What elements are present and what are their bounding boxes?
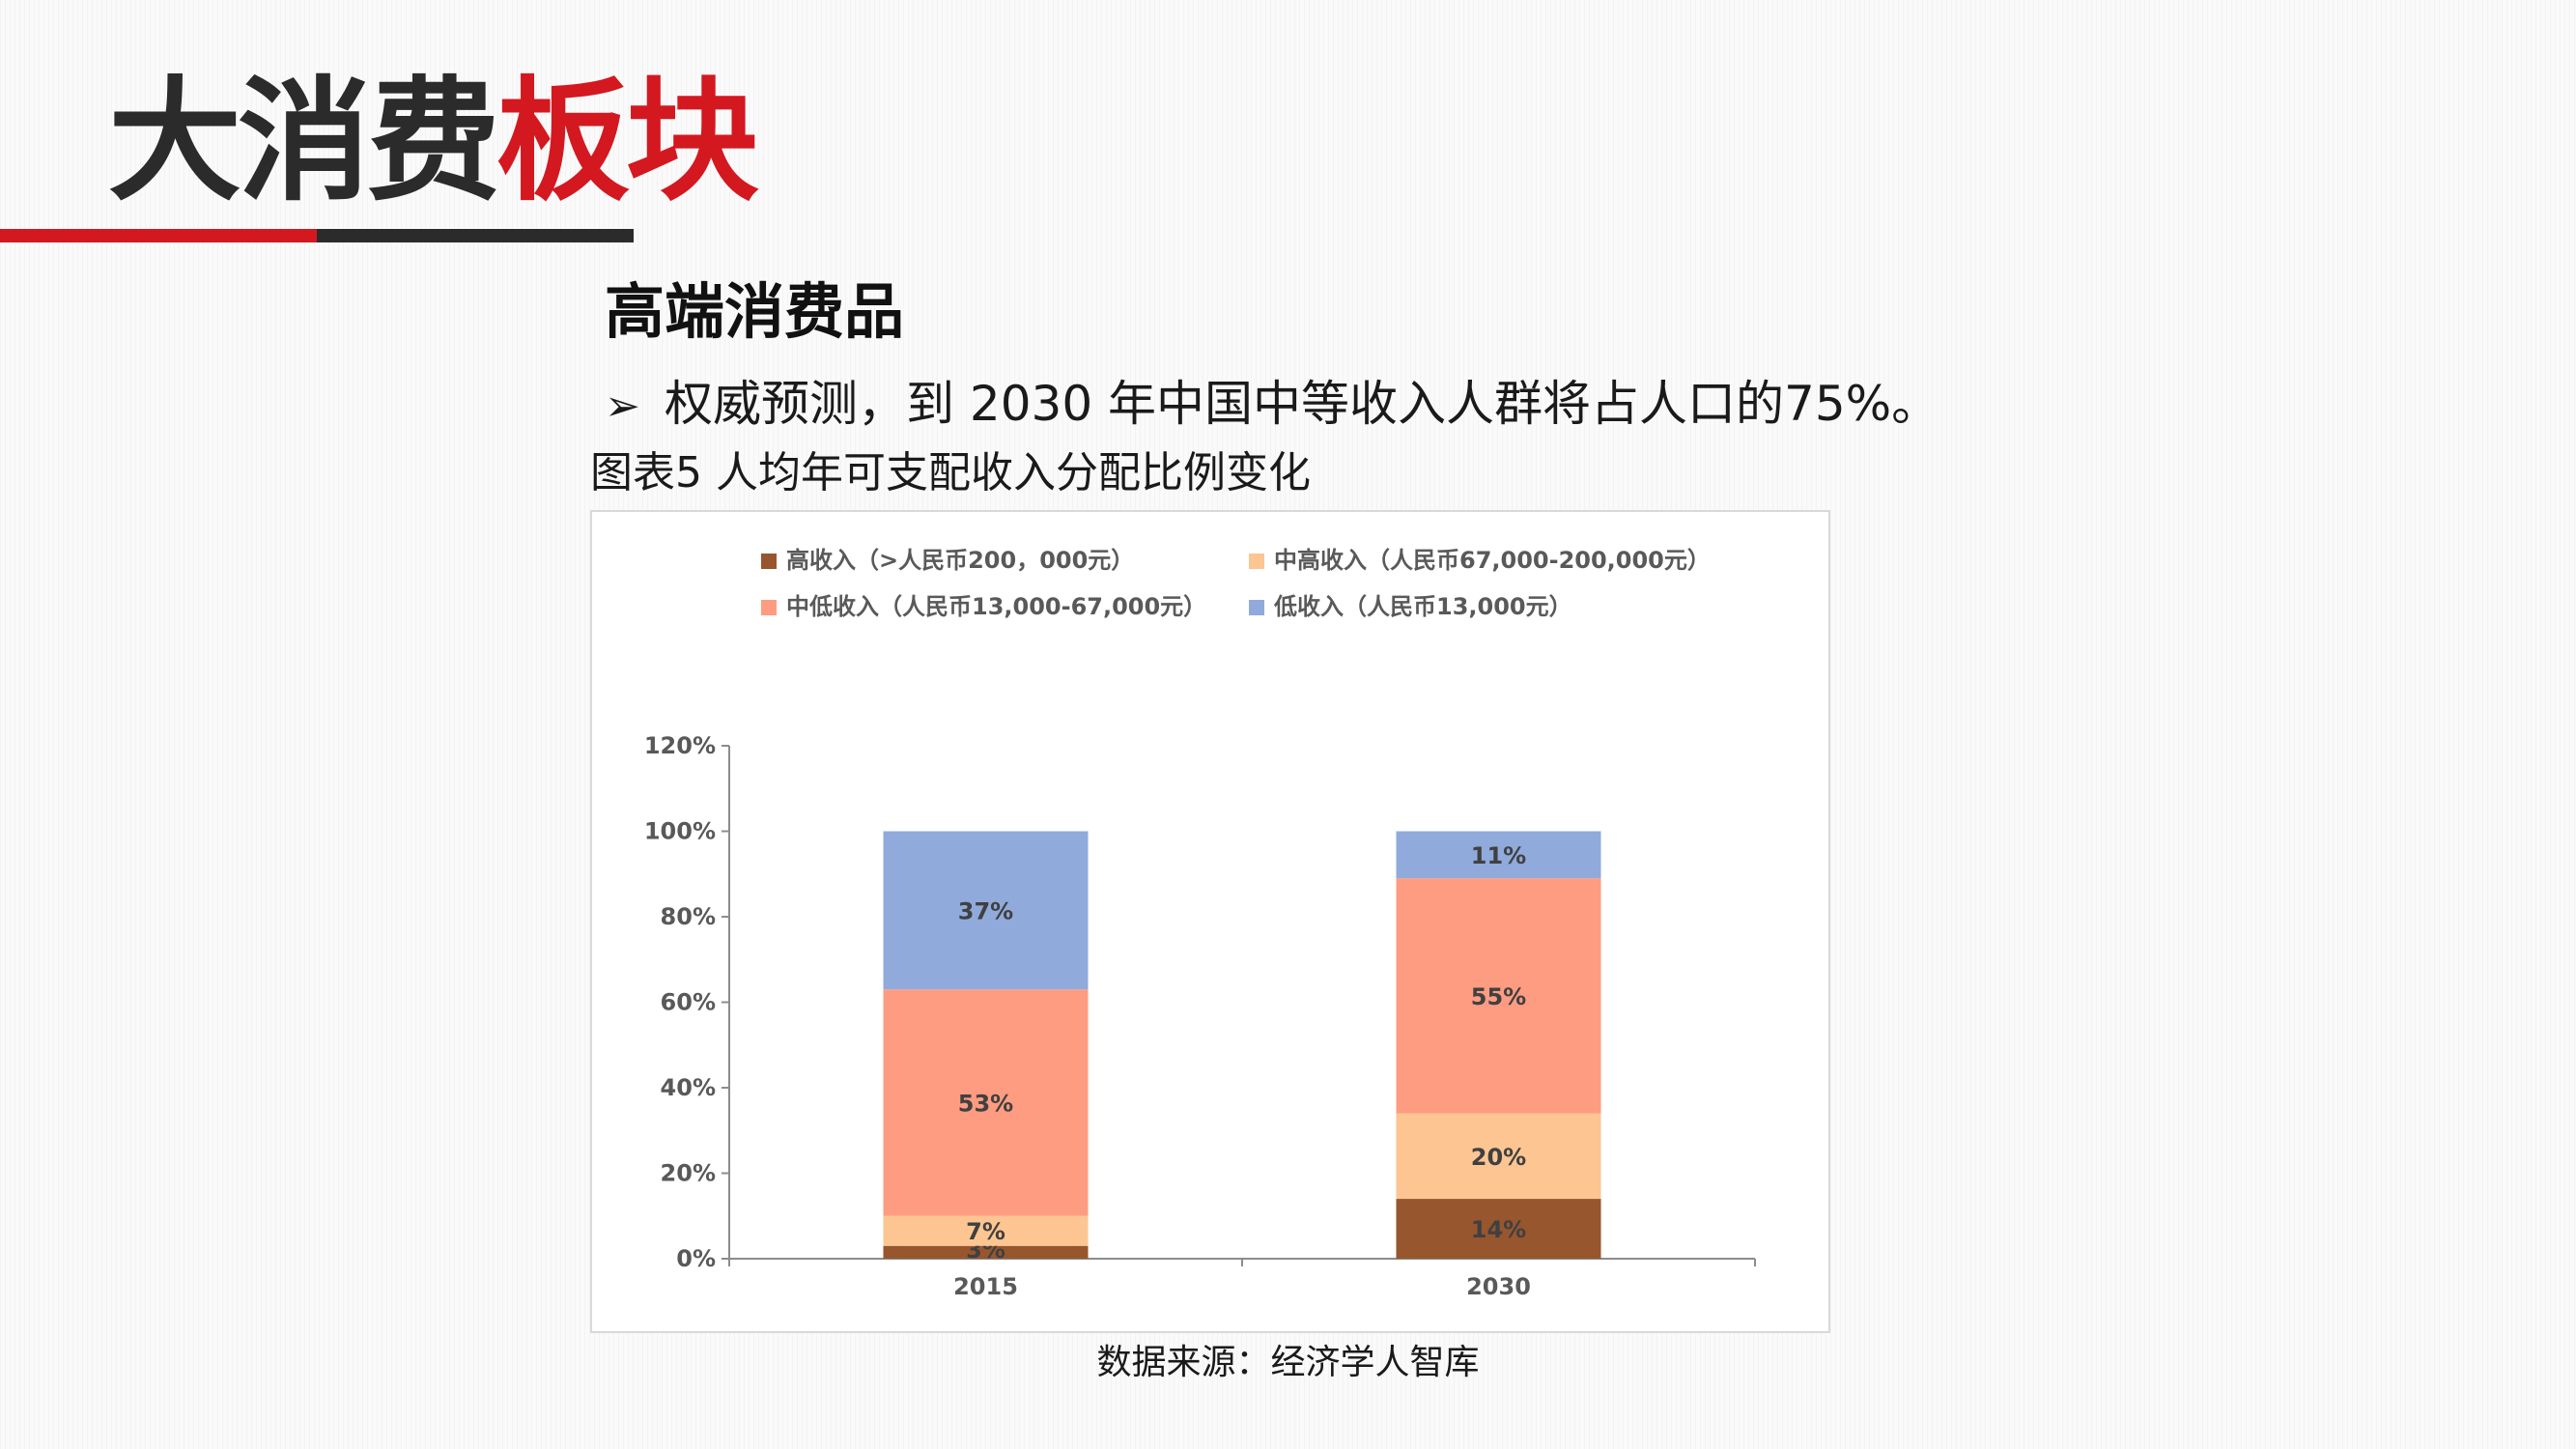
bar-segment: [883, 989, 1089, 1216]
bullet-text: 权威预测，到 2030 年中国中等收入人群将占人口的75%。: [665, 376, 1940, 432]
data-label: 55%: [1471, 983, 1526, 1010]
data-label: 7%: [966, 1218, 1005, 1245]
legend-label: 中低收入（人民币13,000-67,000元）: [786, 593, 1206, 620]
data-source: 数据来源：经济学人智库: [1096, 1343, 1480, 1382]
chart-caption: 图表5 人均年可支配收入分配比例变化: [590, 448, 1311, 497]
section-subtitle: 高端消费品: [605, 276, 905, 347]
legend-label: 高收入（>人民币200，000元）: [786, 547, 1134, 574]
arrowhead-bullet-icon: ➢: [605, 382, 640, 431]
chart-container: 高收入（>人民币200，000元） 中高收入（人民币67,000-200,000元…: [590, 510, 1830, 1333]
legend-swatch: [1249, 600, 1264, 615]
y-tick-label: 0%: [676, 1245, 716, 1272]
y-tick-label: 40%: [661, 1074, 716, 1101]
title-underline-red: [0, 229, 317, 242]
page-title-dark: 大消费: [108, 64, 500, 219]
stacked-bar-chart: 高收入（>人民币200，000元） 中高收入（人民币67,000-200,000元…: [644, 547, 1756, 1300]
y-tick-label: 20%: [661, 1160, 716, 1187]
bar-segment: [1396, 1113, 1601, 1200]
bullet-point: ➢ 权威预测，到 2030 年中国中等收入人群将占人口的75%。: [605, 380, 1939, 428]
legend-label: 低收入（人民币13,000元）: [1273, 593, 1572, 620]
bar-segment: [883, 1245, 1089, 1259]
y-tick-label: 100%: [644, 818, 716, 845]
bar-segment: [1396, 831, 1601, 879]
legend-label: 中高收入（人民币67,000-200,000元）: [1274, 547, 1711, 574]
x-tick-label: 2030: [1466, 1273, 1531, 1300]
legend-swatch: [761, 554, 777, 569]
legend-swatch: [1249, 554, 1264, 569]
title-underline-dark: [317, 229, 634, 242]
page-title: 大消费板块: [108, 75, 759, 209]
data-label: 11%: [1471, 842, 1526, 869]
x-tick-label: 2015: [953, 1273, 1018, 1300]
page-title-red: 板块: [496, 64, 759, 219]
data-label: 20%: [1471, 1144, 1526, 1171]
data-label: 53%: [958, 1090, 1013, 1117]
bar-segment: [883, 831, 1089, 990]
y-tick-label: 60%: [661, 989, 716, 1016]
y-tick-label: 80%: [661, 903, 716, 930]
y-tick-label: 120%: [644, 732, 716, 759]
legend-swatch: [761, 600, 777, 615]
bar-segment: [1396, 878, 1601, 1114]
data-label: 37%: [958, 897, 1013, 924]
data-label: 14%: [1471, 1216, 1526, 1243]
bar-segment: [883, 1215, 1089, 1246]
bar-segment: [1396, 1199, 1601, 1259]
